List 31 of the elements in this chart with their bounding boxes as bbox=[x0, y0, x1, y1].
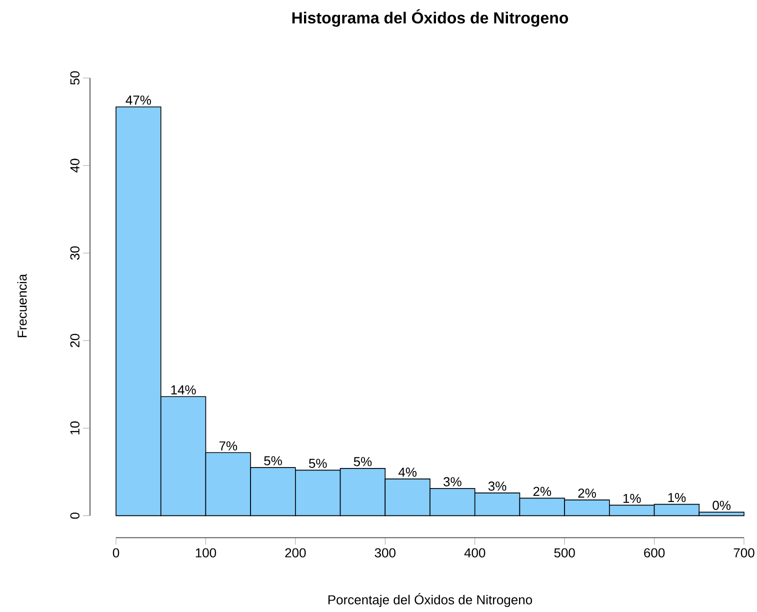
data-label: 5% bbox=[264, 456, 282, 466]
x-tick-label: 700 bbox=[734, 548, 754, 558]
x-tick-label: 300 bbox=[374, 548, 396, 558]
data-label: 0% bbox=[712, 500, 731, 510]
data-label: 1% bbox=[623, 494, 641, 503]
data-label: 2% bbox=[533, 486, 552, 496]
data-label: 1% bbox=[668, 493, 686, 502]
data-label: 3% bbox=[488, 482, 506, 491]
data-label: 47% bbox=[126, 96, 151, 105]
chart-title: Histograma del Óxidos de Nitrogeno bbox=[292, 9, 568, 27]
data-label: 2% bbox=[578, 488, 596, 498]
x-tick-label: 100 bbox=[196, 548, 216, 558]
y-tick-label: 20 bbox=[70, 334, 80, 348]
y-tick-label: 40 bbox=[70, 158, 80, 172]
x-tick-label: 200 bbox=[285, 548, 306, 558]
x-tick-label: 600 bbox=[644, 548, 665, 558]
data-label: 5% bbox=[308, 458, 327, 468]
data-label: 5% bbox=[354, 457, 372, 466]
y-tick-label: 30 bbox=[70, 246, 80, 260]
data-label: 7% bbox=[219, 441, 238, 450]
data-label: 3% bbox=[444, 477, 462, 486]
data-label: 4% bbox=[398, 468, 417, 477]
data-label: 14% bbox=[171, 385, 196, 394]
x-axis-title: Porcentaje del Óxidos de Nitrogeno bbox=[328, 592, 532, 607]
y-tick-label: 0 bbox=[70, 512, 80, 519]
y-axis-title: Frecuencia bbox=[17, 274, 27, 338]
y-tick-label: 10 bbox=[70, 421, 80, 434]
x-tick-label: 500 bbox=[554, 548, 575, 558]
y-tick-label: 50 bbox=[70, 71, 80, 85]
x-tick-label: 0 bbox=[112, 548, 120, 558]
x-tick-label: 400 bbox=[464, 548, 486, 558]
